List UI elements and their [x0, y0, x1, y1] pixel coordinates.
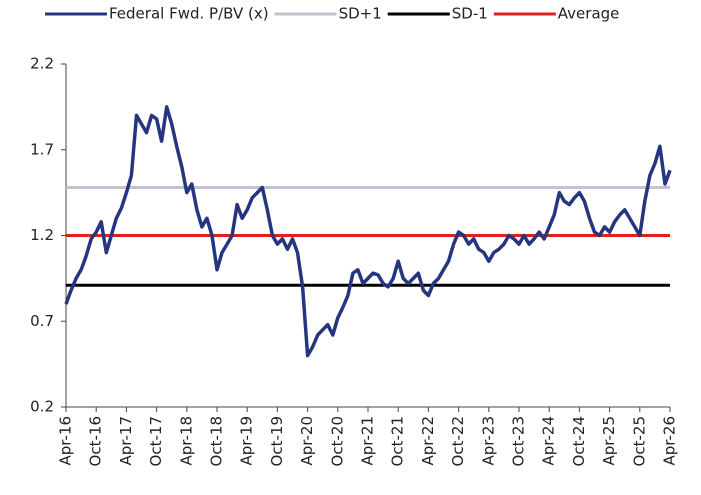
x-tick-label: Apr-16 — [57, 416, 75, 466]
x-tick-label: Oct-25 — [630, 416, 648, 466]
y-tick-label: 1.2 — [30, 226, 54, 244]
x-tick-label: Apr-24 — [540, 416, 558, 466]
y-tick-label: 2.2 — [30, 55, 54, 73]
y-tick-label: 1.7 — [30, 140, 54, 158]
x-tick-label: Apr-22 — [419, 416, 437, 466]
x-tick-label: Apr-23 — [479, 416, 497, 466]
x-tick-label: Apr-18 — [177, 416, 195, 466]
x-tick-label: Apr-17 — [117, 416, 135, 466]
x-tick-label: Oct-22 — [449, 416, 467, 466]
x-tick-label: Oct-21 — [389, 416, 407, 466]
y-tick-label: 0.7 — [30, 312, 54, 330]
x-tick-label: Apr-26 — [661, 416, 679, 466]
x-tick-label: Oct-23 — [510, 416, 528, 466]
y-tick-label: 0.2 — [30, 398, 54, 416]
x-tick-label: Oct-19 — [268, 416, 286, 466]
x-tick-label: Apr-21 — [359, 416, 377, 466]
x-tick-label: Oct-20 — [328, 416, 346, 466]
legend-label: SD-1 — [452, 5, 488, 23]
x-tick-label: Oct-18 — [208, 416, 226, 466]
x-tick-label: Apr-25 — [600, 416, 618, 466]
x-tick-label: Apr-20 — [298, 416, 316, 466]
x-tick-label: Oct-17 — [147, 416, 165, 466]
legend-label: Federal Fwd. P/BV (x) — [109, 5, 269, 23]
data-line — [64, 105, 672, 358]
legend-label: Average — [558, 5, 620, 23]
legend-label: SD+1 — [339, 5, 382, 23]
x-tick-label: Apr-19 — [238, 416, 256, 466]
x-tick-label: Oct-16 — [87, 416, 105, 466]
x-tick-label: Oct-24 — [570, 416, 588, 466]
